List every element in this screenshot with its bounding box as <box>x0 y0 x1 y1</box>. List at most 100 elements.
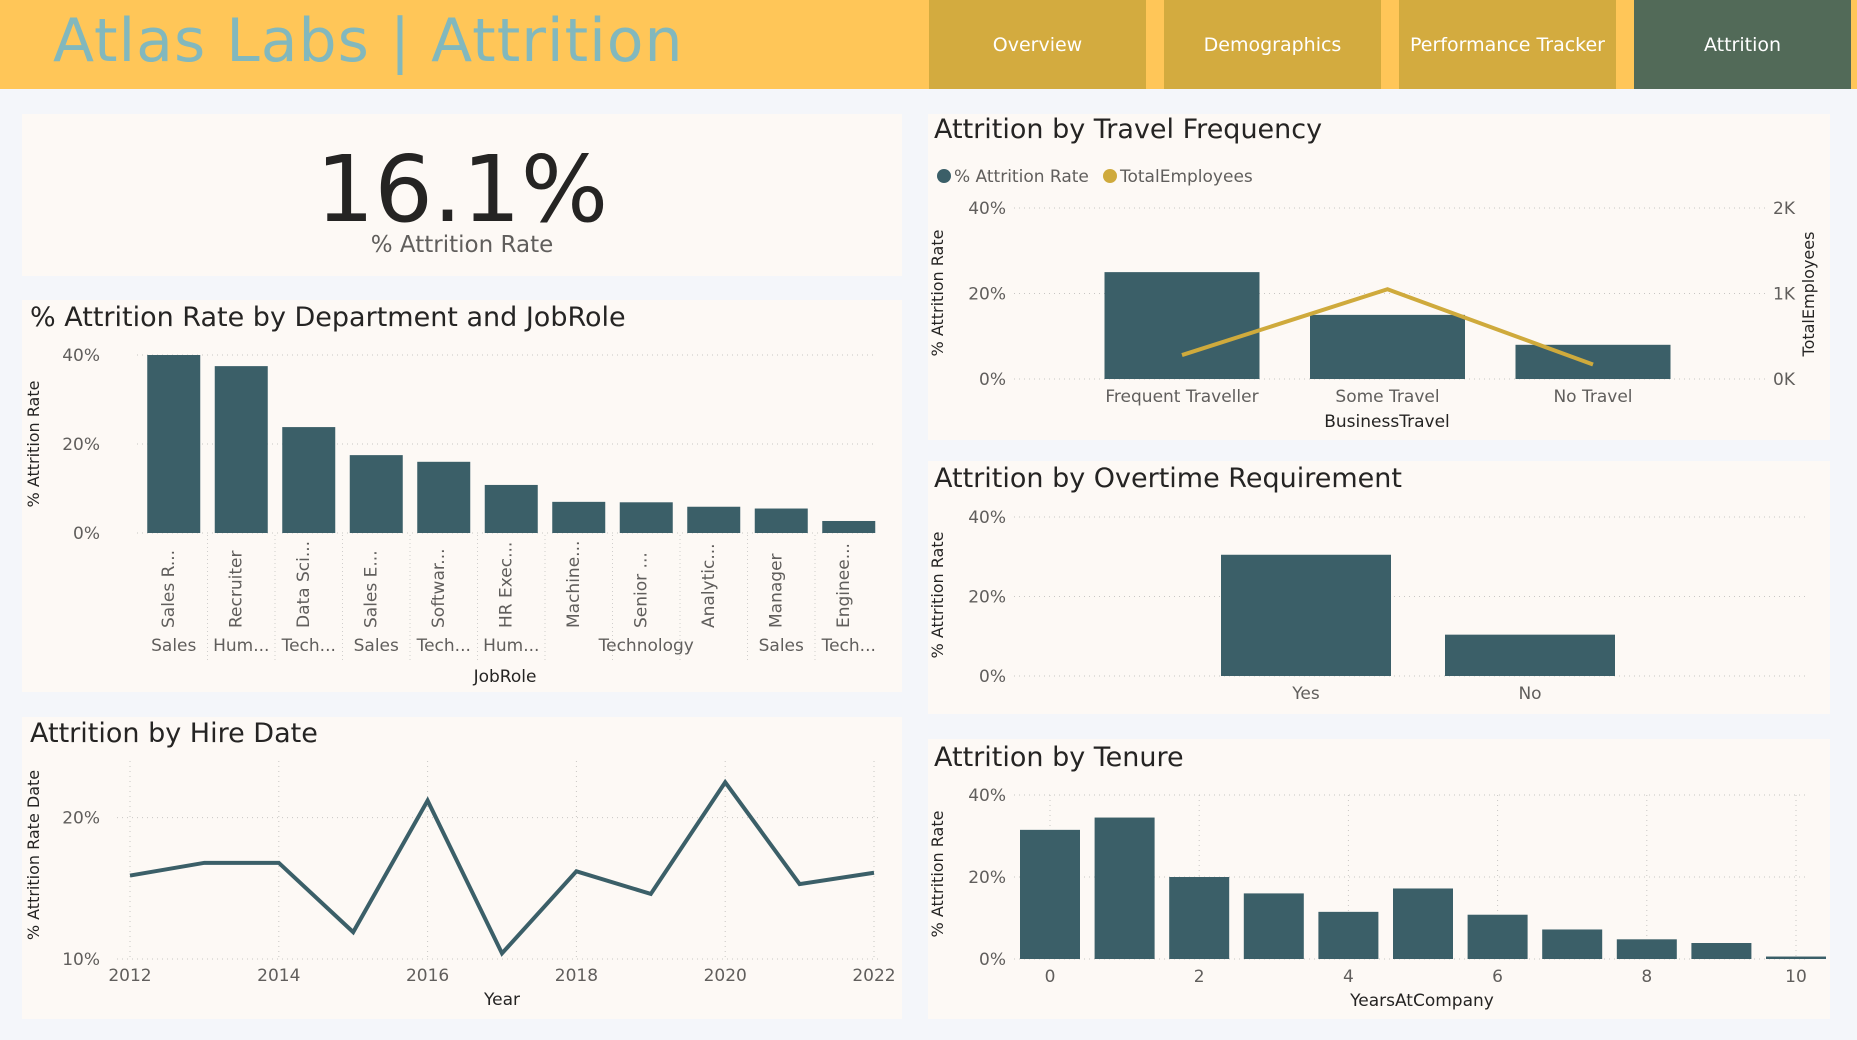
y-tick-label: 20% <box>968 868 1006 888</box>
bar <box>1318 911 1379 959</box>
y2-tick-label: 0K <box>1773 370 1796 390</box>
x-tick-label: HR Exec... <box>496 542 516 628</box>
department-label: Sales <box>354 636 399 656</box>
department-chart-card: % Attrition Rate by Department and JobRo… <box>22 300 902 692</box>
series-line <box>1181 287 1594 367</box>
overtime-chart: 0% 20% 40% % Attrition Rate Yes No <box>928 508 1808 704</box>
chart-title: Attrition by Tenure <box>934 742 1184 773</box>
y-axis-label: % Attrition Rate <box>24 381 43 508</box>
x-tick-label: Yes <box>1291 684 1320 704</box>
bar <box>1104 272 1260 379</box>
y-tick-label: 20% <box>968 285 1006 305</box>
x-tick-label: 2012 <box>108 966 151 986</box>
bar <box>1243 893 1304 959</box>
tenure-chart-card: Attrition by Tenure 0% 20% 40% 0 2 4 6 8 10 % Att… <box>928 739 1830 1019</box>
bar <box>687 506 741 533</box>
chart-title: Attrition by Travel Frequency <box>934 114 1323 145</box>
legend-label: % Attrition Rate <box>954 167 1089 187</box>
y-tick-label: 0% <box>979 950 1006 970</box>
x-axis-label: BusinessTravel <box>1324 412 1450 432</box>
bar <box>1515 344 1671 379</box>
legend-label: TotalEmployees <box>1119 167 1253 187</box>
bar <box>214 366 268 533</box>
x-tick-label: No Travel <box>1553 387 1632 407</box>
x-tick-label: Data Sci... <box>294 541 314 628</box>
department-label: Sales <box>151 636 196 656</box>
bar <box>1393 888 1453 959</box>
bar <box>1094 817 1155 959</box>
bar <box>552 501 606 533</box>
y-tick-label: 20% <box>62 809 100 829</box>
y-tick-label: 40% <box>62 346 100 366</box>
bar <box>1310 314 1465 379</box>
x-axis-label: JobRole <box>473 667 537 687</box>
nav-overview-button[interactable]: Overview <box>929 0 1146 89</box>
y-tick-label: 20% <box>62 435 100 455</box>
x-tick-label: 2020 <box>704 966 747 986</box>
y-tick-label: 20% <box>968 588 1006 608</box>
bar <box>1169 877 1230 959</box>
x-tick-label: 6 <box>1492 967 1503 987</box>
x-tick-label: Analytic... <box>699 543 719 628</box>
department-label: Tech... <box>821 636 876 656</box>
bar <box>1691 943 1752 959</box>
hire-chart-card: Attrition by Hire Date 10% 20% 2012 2014 201… <box>22 717 902 1019</box>
x-tick-label: Frequent Traveller <box>1105 387 1258 407</box>
y-tick-label: 40% <box>968 199 1006 219</box>
y-tick-label: 0% <box>979 370 1006 390</box>
chart-title: Attrition by Hire Date <box>30 718 318 749</box>
y-axis-label: % Attrition Rate <box>928 532 947 659</box>
x-tick-label: 0 <box>1045 967 1056 987</box>
x-tick-label: 2016 <box>406 966 449 986</box>
x-axis-label: Year <box>483 990 520 1010</box>
department-label: Tech... <box>281 636 336 656</box>
chart-title: Attrition by Overtime Requirement <box>934 463 1402 494</box>
department-label: Sales <box>759 636 804 656</box>
department-label: Tech... <box>416 636 471 656</box>
x-tick-label: Sales R... <box>159 550 179 628</box>
bar <box>1020 829 1080 959</box>
legend-marker <box>1103 169 1117 183</box>
bar <box>822 520 876 533</box>
y2-tick-label: 1K <box>1773 285 1796 305</box>
kpi-label: % Attrition Rate <box>370 232 554 258</box>
chart-title: % Attrition Rate by Department and JobRo… <box>30 302 626 333</box>
bar <box>417 461 471 533</box>
x-tick-label: Softwar... <box>429 548 449 628</box>
y-tick-label: 10% <box>62 950 100 970</box>
department-label: Hum... <box>483 636 539 656</box>
nav-performance-tracker-button[interactable]: Performance Tracker <box>1399 0 1616 89</box>
series-line <box>129 778 875 957</box>
y-tick-label: 0% <box>73 524 100 544</box>
nav-attrition-button[interactable]: Attrition <box>1634 0 1851 89</box>
bar <box>754 508 808 533</box>
bar <box>1616 939 1677 959</box>
x-tick-label: No <box>1518 684 1541 704</box>
y2-axis-label: TotalEmployees <box>1799 232 1818 358</box>
department-chart: 0% 20% 40% % Attrition Rate Sales R... Sales R… <box>24 346 876 687</box>
x-tick-label: 2014 <box>257 966 300 986</box>
travel-chart-card: Attrition by Travel Frequency % Attritio… <box>928 114 1830 440</box>
y-tick-label: 40% <box>968 508 1006 528</box>
x-tick-label: Sales E... <box>361 550 381 628</box>
x-tick-label: Senior ... <box>631 552 651 628</box>
nav-demographics-button[interactable]: Demographics <box>1164 0 1381 89</box>
bar <box>147 355 201 533</box>
x-tick-label: Manager <box>766 553 786 628</box>
x-tick-label: Enginee... <box>834 543 854 628</box>
x-tick-label: 2022 <box>852 966 895 986</box>
app-title: Atlas Labs | Attrition <box>53 6 684 76</box>
bar <box>1467 914 1528 959</box>
bar <box>1542 929 1603 959</box>
bar <box>1445 634 1615 676</box>
bar <box>349 455 403 533</box>
x-tick-label: 8 <box>1641 967 1652 987</box>
overtime-chart-card: Attrition by Overtime Requirement 0% 20% 4… <box>928 461 1830 714</box>
x-tick-label: Machine... <box>564 541 584 628</box>
tenure-chart: 0% 20% 40% 0 2 4 6 8 10 % Attrition Rate YearsAtCo… <box>928 786 1826 1011</box>
department-label: Hum... <box>213 636 269 656</box>
bar <box>1221 554 1391 676</box>
bar <box>484 484 538 533</box>
bar <box>282 427 336 533</box>
x-tick-label: 10 <box>1785 967 1807 987</box>
